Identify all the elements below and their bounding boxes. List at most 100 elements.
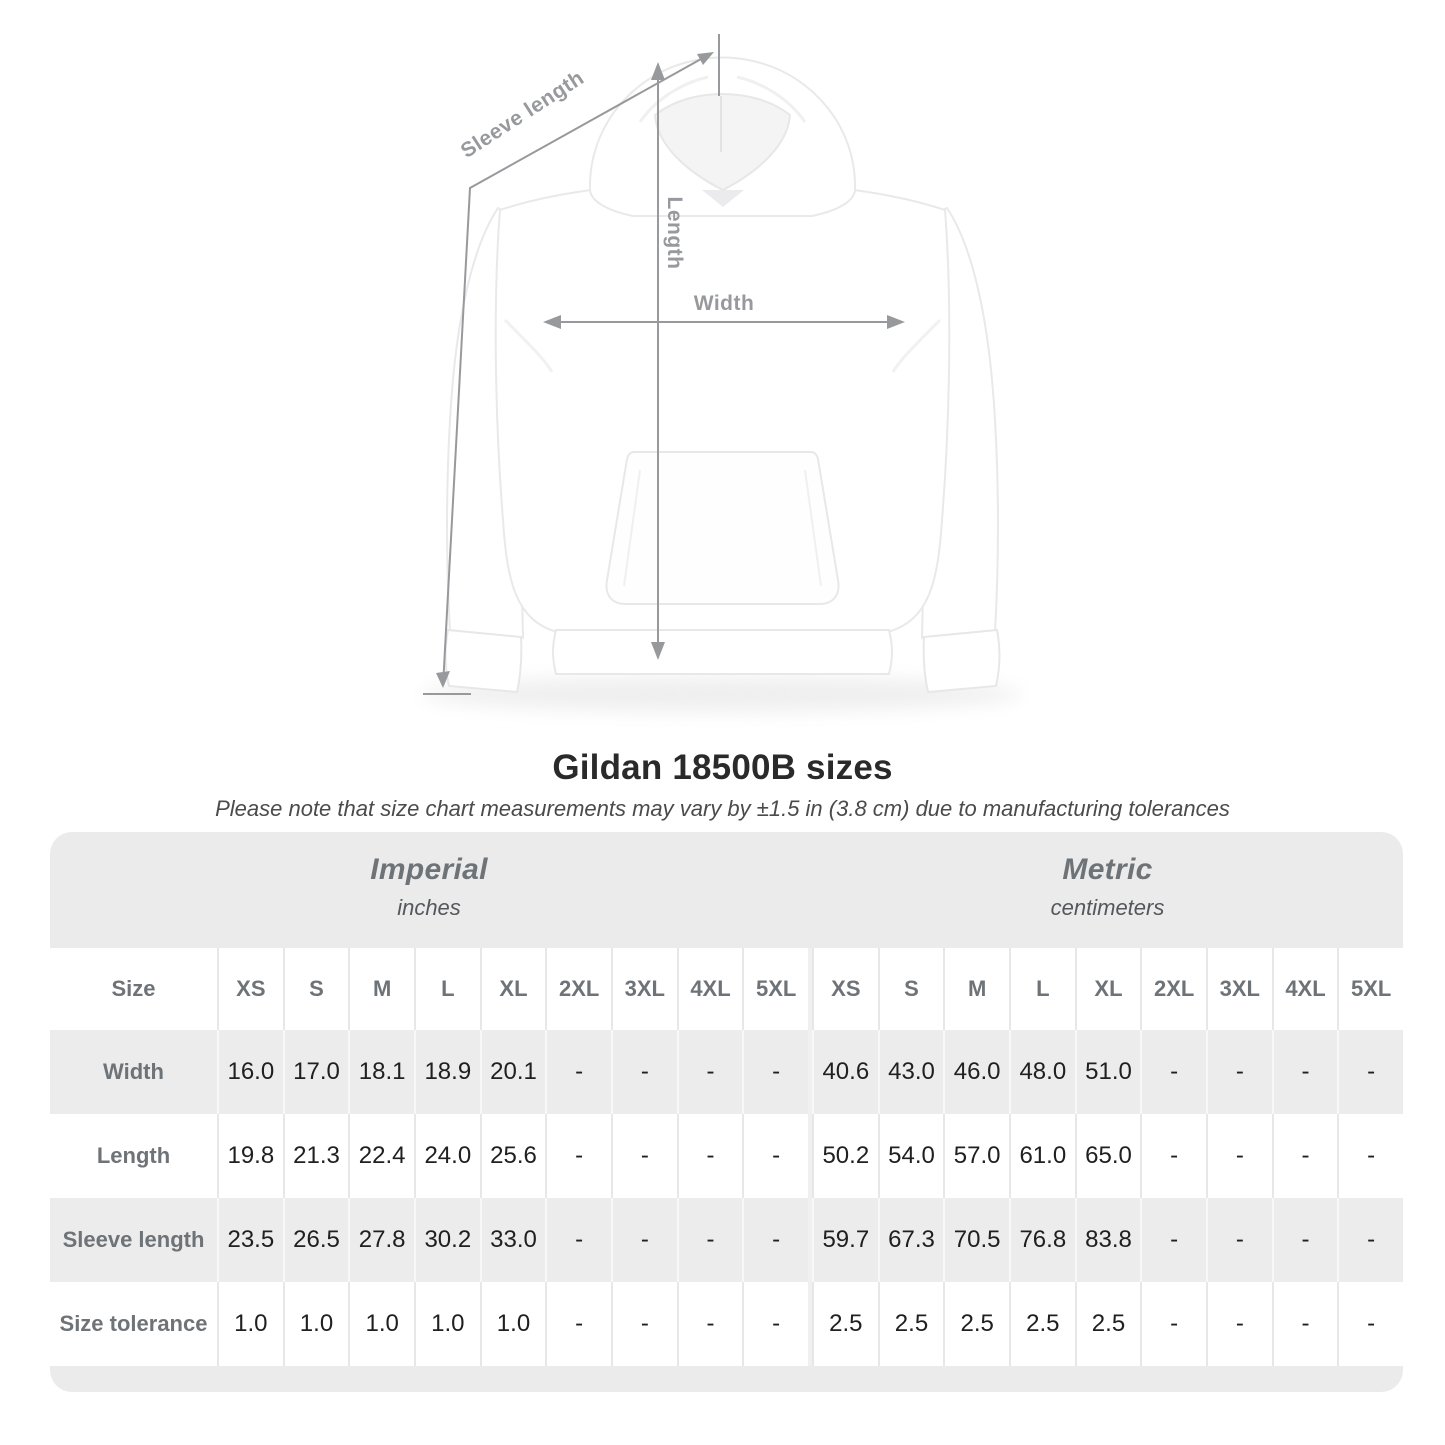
table-cell: 1.0: [479, 1282, 546, 1366]
table-cell: 2.5: [943, 1282, 1009, 1366]
table-cell: -: [1271, 1030, 1338, 1114]
metric-title: Metric: [1062, 853, 1153, 886]
size-header: M: [348, 948, 414, 1030]
width-label: Width: [694, 292, 755, 315]
left-cuff: [444, 628, 523, 694]
hood-left-crease: [638, 75, 709, 123]
size-header: S: [282, 948, 349, 1030]
metric-units: centimeters: [1050, 895, 1165, 920]
size-header: XS: [811, 948, 878, 1030]
size-header: 3XL: [610, 948, 677, 1030]
table-cell: -: [1140, 1198, 1206, 1282]
row-label: Length: [96, 1143, 171, 1168]
size-header: XS: [217, 948, 283, 1030]
table-cell: -: [1337, 1114, 1403, 1198]
table-cell: -: [545, 1282, 611, 1366]
length-arrowhead-top: [651, 62, 665, 80]
pocket-right-seam: [804, 469, 822, 587]
table-cell: 17.0: [282, 1030, 349, 1114]
length-label: Length: [663, 197, 686, 270]
size-header: 5XL: [1337, 948, 1403, 1030]
table-cell: 1.0: [217, 1282, 283, 1366]
neck-shadow: [702, 190, 744, 207]
table-row-length: Length 19.8 21.3 22.4 24.0 25.6 - - - - …: [50, 1114, 1403, 1198]
row-label: Width: [103, 1059, 164, 1084]
table-row-width: Width 16.0 17.0 18.1 18.9 20.1 - - - - 4…: [50, 1030, 1403, 1114]
table-cell: 50.2: [811, 1114, 878, 1198]
section-divider: [807, 948, 812, 1030]
table-cell: -: [610, 1282, 677, 1366]
table-cell: 26.5: [282, 1198, 349, 1282]
unit-header-band: Imperial inches Metric centimeters: [50, 832, 1403, 948]
size-header: 2XL: [545, 948, 611, 1030]
table-cell: 24.0: [413, 1114, 480, 1198]
table-cell: -: [676, 1282, 743, 1366]
table-cell: 46.0: [943, 1030, 1009, 1114]
table-cell: -: [610, 1198, 677, 1282]
table-cell: -: [1205, 1198, 1272, 1282]
table-cell: 27.8: [348, 1198, 414, 1282]
size-column-label: Size: [111, 976, 156, 1001]
table-cell: -: [742, 1198, 808, 1282]
table-cell: -: [1337, 1030, 1403, 1114]
imperial-title: Imperial: [370, 853, 488, 886]
size-header: L: [1008, 948, 1075, 1030]
pocket-left-seam: [623, 469, 641, 587]
table-cell: 25.6: [479, 1114, 546, 1198]
table-cell: -: [610, 1114, 677, 1198]
size-header: M: [943, 948, 1009, 1030]
size-header: L: [413, 948, 480, 1030]
metric-section-header: Metric centimeters: [812, 853, 1403, 921]
table-cell: 2.5: [877, 1282, 944, 1366]
size-header: 4XL: [676, 948, 743, 1030]
table-cell: 40.6: [811, 1030, 878, 1114]
hoodie-measurement-figure: Sleeve length Length Width: [422, 34, 1022, 712]
width-arrowhead-right: [887, 315, 905, 329]
size-chart-table: Imperial inches Metric centimeters Size …: [50, 832, 1403, 1392]
section-divider: [807, 1198, 812, 1282]
imperial-units: inches: [397, 895, 461, 920]
right-underarm-crease: [891, 318, 942, 373]
table-cell: 18.1: [348, 1030, 414, 1114]
measurement-arrowheads: [436, 52, 905, 688]
table-cell: -: [1205, 1114, 1272, 1198]
table-cell: 61.0: [1008, 1114, 1075, 1198]
table-cell: 22.4: [348, 1114, 414, 1198]
table-cell: 51.0: [1074, 1030, 1141, 1114]
table-cell: 20.1: [479, 1030, 546, 1114]
table-cell: -: [610, 1030, 677, 1114]
table-cell: 76.8: [1008, 1198, 1075, 1282]
table-cell: -: [1205, 1282, 1272, 1366]
size-header: S: [877, 948, 944, 1030]
table-cell: -: [545, 1114, 611, 1198]
table-footer-band: [50, 1366, 1403, 1392]
width-arrowhead-left: [543, 315, 561, 329]
kangaroo-pocket: [605, 451, 840, 605]
table-cell: -: [1140, 1030, 1206, 1114]
table-cell: -: [1271, 1282, 1338, 1366]
table-cell: -: [1337, 1282, 1403, 1366]
table-cell: -: [742, 1282, 808, 1366]
section-divider: [807, 1030, 812, 1114]
table-row-sleeve-length: Sleeve length 23.5 26.5 27.8 30.2 33.0 -…: [50, 1198, 1403, 1282]
table-cell: -: [545, 1030, 611, 1114]
hoodie-illustration: [444, 56, 1001, 694]
table-cell: 1.0: [282, 1282, 349, 1366]
table-cell: -: [676, 1030, 743, 1114]
table-cell: 67.3: [877, 1198, 944, 1282]
size-header: XL: [1074, 948, 1141, 1030]
table-cell: -: [742, 1030, 808, 1114]
sleeve-arrowhead-top: [697, 52, 714, 65]
table-cell: 23.5: [217, 1198, 283, 1282]
table-row-size-tolerance: Size tolerance 1.0 1.0 1.0 1.0 1.0 - - -…: [50, 1282, 1403, 1366]
table-cell: 54.0: [877, 1114, 944, 1198]
table-cell: -: [676, 1198, 743, 1282]
table-cell: 19.8: [217, 1114, 283, 1198]
row-label: Sleeve length: [62, 1227, 205, 1252]
table-cell: 48.0: [1008, 1030, 1075, 1114]
sleeve-arrowhead-bottom: [436, 671, 450, 688]
table-cell: 65.0: [1074, 1114, 1141, 1198]
size-header: XL: [479, 948, 546, 1030]
table-cell: 2.5: [1008, 1282, 1075, 1366]
table-cell: 21.3: [282, 1114, 349, 1198]
